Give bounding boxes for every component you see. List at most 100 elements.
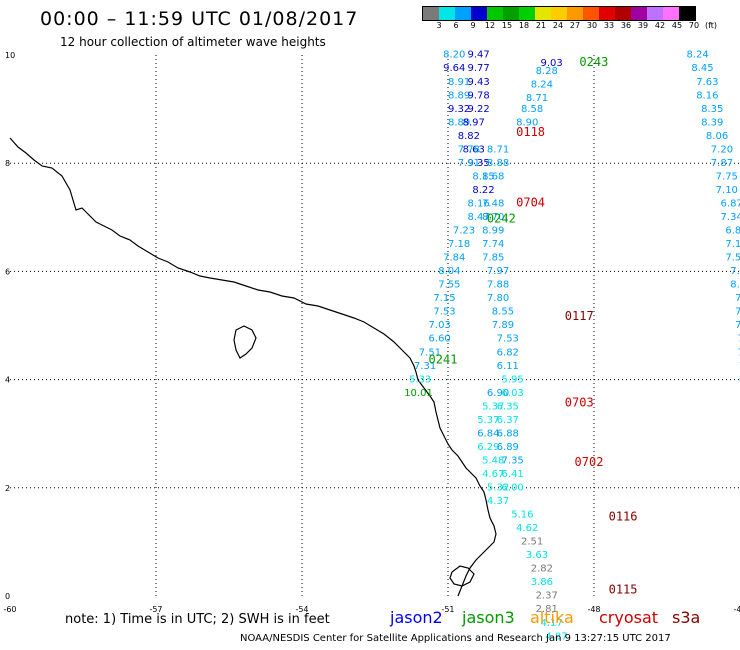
swh-value: 9.43 [467, 77, 489, 88]
swh-value: 9.32 [448, 104, 470, 115]
swh-value: 7.85 [482, 253, 504, 264]
footer-credit: NOAA/NESDIS Center for Satellite Applica… [240, 633, 671, 644]
swh-value: 3.86 [531, 577, 553, 588]
swh-value: 8.71 [487, 144, 509, 155]
swh-value: 6.88 [497, 428, 519, 439]
swh-value: 8.20 [443, 50, 465, 61]
swh-value: 9.64 [443, 63, 465, 74]
swh-value: 6.90 [487, 388, 509, 399]
swh-value: 6.84 [477, 428, 499, 439]
legend-cryosat: cryosat [599, 608, 659, 627]
color-swatch-13 [631, 7, 647, 20]
swh-value: 8.89 [448, 90, 470, 101]
swh-value: 7.80 [487, 293, 509, 304]
color-scale-label: 70 [688, 21, 700, 30]
swh-value: 8.90 [516, 117, 538, 128]
swh-value: 7.55 [438, 280, 460, 291]
swh-value: 6.35 [497, 401, 519, 412]
swh-value: 7.88 [487, 280, 509, 291]
swh-value: 7. [738, 347, 740, 358]
swh-value: 6.87 [721, 198, 740, 209]
color-scale-label: 36 [620, 21, 632, 30]
y-tick-label: 10 [5, 51, 15, 60]
swh-value: 6.37 [497, 415, 519, 426]
color-swatch-5 [503, 7, 519, 20]
swh-value: 8.68 [482, 171, 504, 182]
swh-value: 7.74 [482, 239, 504, 250]
swh-value: 8.03 [730, 280, 740, 291]
color-swatch-16 [679, 7, 695, 20]
pass-time-label: 0117 [565, 309, 594, 323]
swh-value: 7.48 [482, 198, 504, 209]
legend-s3a: s3a [672, 608, 701, 627]
swh-value: 8.06 [706, 131, 728, 142]
page-subtitle: 12 hour collection of altimeter wave hei… [60, 35, 326, 49]
swh-value: 4.17 [540, 618, 562, 629]
color-swatch-9 [567, 7, 583, 20]
swh-value: 6.11 [497, 361, 519, 372]
swh-value: 6.60 [429, 334, 451, 345]
swh-value: 8.04 [438, 266, 460, 277]
swh-value: 8.16 [467, 198, 489, 209]
color-scale-label: 33 [603, 21, 615, 30]
swh-value: 5.33 [409, 374, 431, 385]
small-island [233, 325, 257, 359]
swh-value: 6.82 [497, 347, 519, 358]
swh-value: 7.31 [414, 361, 436, 372]
swh-readings: 8.20 9.47 9.03 9.64 9.77 8.28 8.919.43 8.24 8.89… [404, 50, 740, 643]
swh-value: 9.77 [467, 63, 489, 74]
marajo-island [449, 565, 475, 587]
swh-value: 8.24 [531, 79, 553, 90]
page-title: 00:00 – 11:59 UTC 01/08/2017 [40, 8, 359, 30]
swh-value: 7.10 [725, 239, 740, 250]
swh-value: 4.67 [482, 469, 504, 480]
swh-value: 7.89 [492, 320, 514, 331]
swh-value: 7.87 [711, 158, 733, 169]
legend-jason2: jason2 [390, 608, 443, 627]
swh-value: 8.88 [487, 158, 509, 169]
pass-time-label: 0241 [429, 352, 458, 366]
color-scale-label: 42 [654, 21, 666, 30]
color-scale-label: 9 [470, 21, 476, 30]
swh-value: 7.75 [716, 171, 738, 182]
color-scale-label: 12 [484, 21, 496, 30]
pass-time-label: 0702 [575, 455, 604, 469]
pass-time-label: 0242 [487, 212, 516, 226]
color-scale-label: 6 [453, 21, 459, 30]
color-swatch-2 [455, 7, 471, 20]
swh-value: 2.82 [531, 564, 553, 575]
swh-value: 7.53 [433, 307, 455, 318]
color-scale-label: 15 [501, 21, 513, 30]
color-scale-label: 27 [569, 21, 581, 30]
color-scale-label: (ft) [704, 21, 718, 30]
swh-value: 9.35 [467, 158, 489, 169]
color-swatch-15 [663, 7, 679, 20]
x-tick-label: -51 [441, 605, 454, 614]
swh-value: 8.97 [463, 117, 485, 128]
color-swatch-0 [423, 7, 439, 20]
swh-value: 4.62 [516, 523, 538, 534]
color-scale-label: 18 [518, 21, 530, 30]
color-swatch-12 [615, 7, 631, 20]
swh-value: 5.16 [511, 510, 533, 521]
color-swatch-1 [439, 7, 455, 20]
x-tick-label: -54 [295, 605, 308, 614]
color-swatch-4 [487, 7, 503, 20]
swh-value: 8.15 [472, 171, 494, 182]
swh-value: 9.47 [467, 50, 489, 61]
swh-value: 10.01 [404, 388, 433, 399]
coastline [9, 137, 497, 597]
x-tick-label: -48 [587, 605, 600, 614]
swh-value: 7.63 [696, 77, 718, 88]
x-tick-label: -45 [733, 605, 740, 614]
swh-value: 9.22 [467, 104, 489, 115]
legend-jason3: jason3 [462, 608, 515, 627]
swh-value: 8.58 [521, 104, 543, 115]
x-tick-label: -57 [149, 605, 162, 614]
swh-value: 6.03 [502, 388, 524, 399]
swh-value: 5.48 [482, 455, 504, 466]
color-swatch-7 [535, 7, 551, 20]
swh-value: 8.28 [536, 66, 558, 77]
pass-time-label: 0243 [579, 55, 608, 69]
y-tick-label: 8 [5, 159, 10, 168]
